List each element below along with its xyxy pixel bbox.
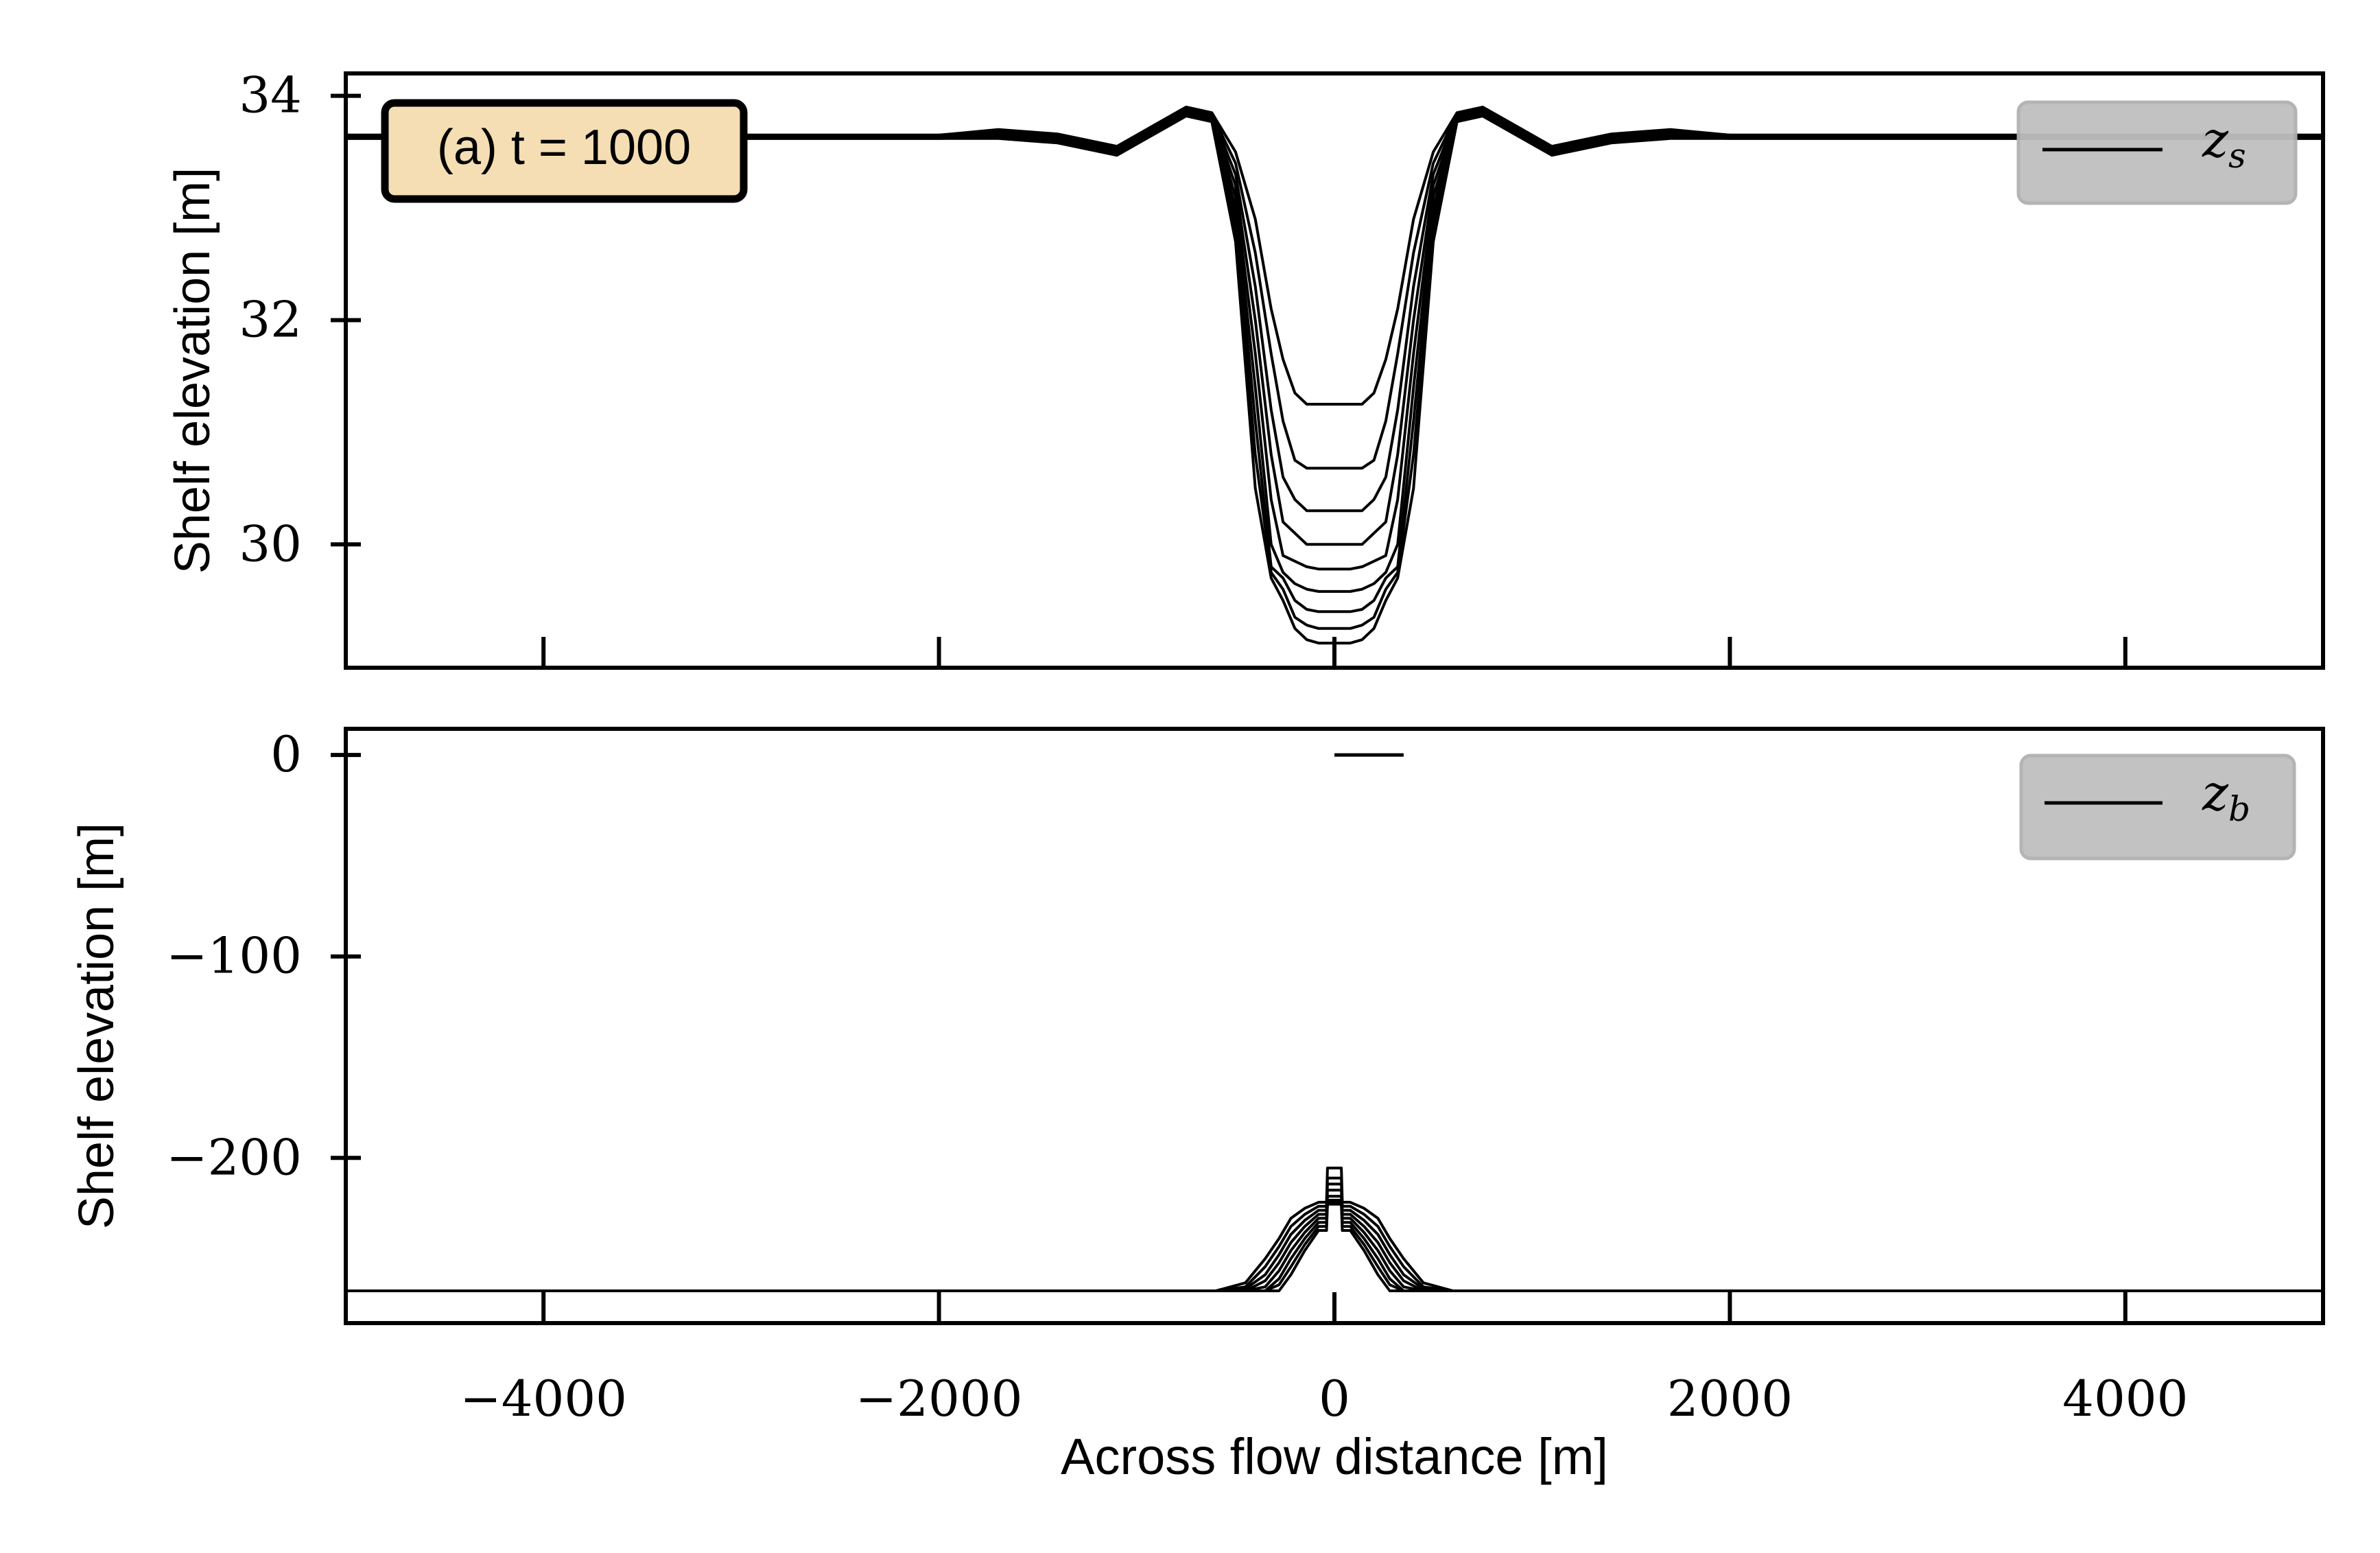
ylabel-bottom: Shelf elevation [m] <box>69 823 124 1229</box>
ytick-label-bottom-0: 0 <box>270 725 302 783</box>
legend-bottom-symbol: z <box>2202 764 2229 821</box>
panel-bottom-xticks: −4000 −2000 0 2000 4000 <box>460 1292 2188 1427</box>
legend-top: zs <box>2016 100 2298 205</box>
panel-top-xticks <box>541 637 2128 668</box>
xlabel: Across flow distance [m] <box>1061 1428 1608 1485</box>
panel-top-yticks: 30 32 34 <box>239 67 361 572</box>
xtick-label-1: −2000 <box>856 1370 1023 1427</box>
series-line-bottom-8 <box>346 1202 2323 1292</box>
panel-bottom-series-group <box>346 753 2323 1292</box>
ylabel-top: Shelf elevation [m] <box>165 167 220 574</box>
legend-top-subscript: s <box>2228 136 2246 176</box>
panel-label: (a) t = 1000 <box>381 99 748 203</box>
xtick-label-3: 2000 <box>1667 1370 1793 1427</box>
series-line-bottom-6 <box>346 1198 2323 1292</box>
series-line-bottom-7 <box>346 1200 2323 1292</box>
series-line-bottom-1 <box>346 1167 2323 1292</box>
legend-top-box <box>2016 100 2298 205</box>
panel-label-text: (a) t = 1000 <box>437 120 691 175</box>
legend-top-symbol: z <box>2202 110 2229 168</box>
panel-label-box <box>381 99 748 203</box>
xtick-label-2: 0 <box>1319 1370 1350 1427</box>
ytick-label-top-0: 30 <box>239 515 302 572</box>
ytick-label-top-2: 34 <box>239 67 302 124</box>
series-line-bottom-5 <box>346 1195 2323 1292</box>
ytick-label-top-1: 32 <box>239 290 302 348</box>
series-line-bottom-2 <box>346 1176 2323 1292</box>
legend-bottom-label: zb <box>2202 764 2250 829</box>
legend-bottom: zb <box>2019 754 2296 861</box>
panel-top: 30 32 34 (a) t = 1000 zs Shelf elevation [… <box>165 67 2325 670</box>
legend-bottom-subscript: b <box>2228 789 2250 829</box>
series-line-bottom-4 <box>346 1189 2323 1292</box>
legend-top-label: zs <box>2202 110 2246 176</box>
series-line-bottom-3 <box>346 1182 2323 1292</box>
panel-bottom: −4000 −2000 0 2000 4000 0 −100 −200 zb Shelf e… <box>69 725 2325 1427</box>
xtick-label-0: −4000 <box>460 1370 627 1427</box>
legend-bottom-box <box>2019 754 2296 861</box>
xtick-label-4: 4000 <box>2062 1370 2188 1427</box>
ytick-label-bottom-2: −200 <box>166 1128 302 1186</box>
panel-bottom-yticks: 0 −100 −200 <box>166 725 361 1186</box>
ytick-label-bottom-1: −100 <box>166 927 302 985</box>
